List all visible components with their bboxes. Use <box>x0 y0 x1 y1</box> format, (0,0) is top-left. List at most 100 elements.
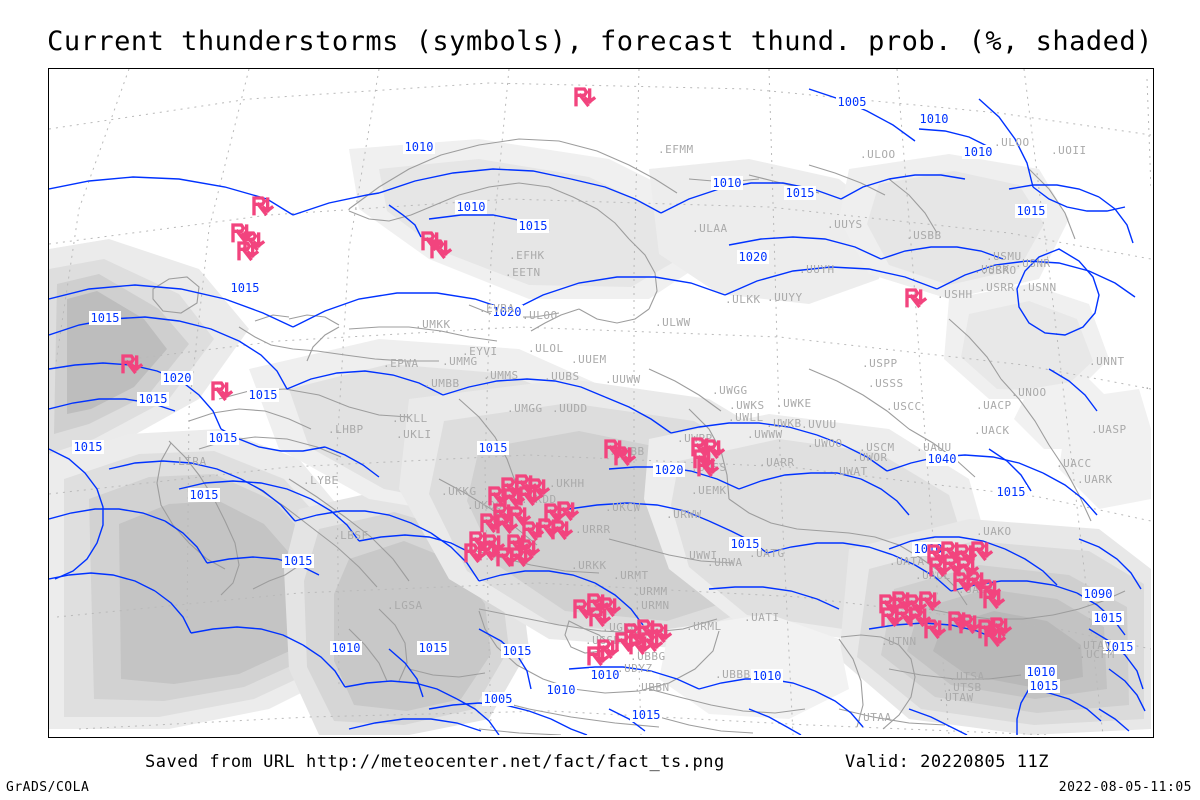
station-label: .UWKB <box>766 417 802 430</box>
isobar-label: 1015 <box>209 431 238 445</box>
station-label: .USHH <box>937 288 973 301</box>
station-label: .EETN <box>505 266 541 279</box>
station-label: .LGSA <box>387 599 423 612</box>
station-label: .URRR <box>575 523 611 536</box>
thunderstorm-symbol <box>510 547 533 568</box>
isobar-label-box <box>836 95 868 109</box>
isobar-label: 1015 <box>503 644 532 658</box>
thunderstorm-symbol <box>507 534 530 555</box>
isobar-label-box <box>995 485 1027 499</box>
isobar-label: 1015 <box>74 440 103 454</box>
station-label: .UWOR <box>852 451 888 464</box>
station-label: .UNBB <box>1144 379 1151 392</box>
isobar-label-box <box>517 219 549 233</box>
station-label: .UWGG <box>712 384 748 397</box>
thunderstorm-symbol <box>693 449 716 470</box>
station-label: .UNOO <box>1011 386 1047 399</box>
thunderstorm-symbol <box>955 544 978 565</box>
station-label: .UTNN <box>881 635 917 648</box>
isobar-label-box <box>653 463 685 477</box>
isobar-label: 1010 <box>457 200 486 214</box>
thunderstorm-symbol <box>551 520 574 541</box>
isobar-label-box <box>1025 665 1057 679</box>
isobar-label-box <box>137 392 169 406</box>
isobar-label: 1010 <box>920 112 949 126</box>
isobar-label-box <box>403 140 435 154</box>
station-label: .UWKE <box>776 397 812 410</box>
station-label: .EFHK <box>509 249 545 262</box>
station-label: .UWAT <box>832 465 868 478</box>
isobar-label: 1010 <box>1027 665 1056 679</box>
isobar-label-box <box>711 176 743 190</box>
isobar-label-box <box>188 488 220 502</box>
station-label: .URWA <box>707 556 743 569</box>
station-label: .UUYY <box>767 291 803 304</box>
isobar-label: 1015 <box>231 281 260 295</box>
isobar-label-box <box>477 441 509 455</box>
station-label: .ULAA <box>692 222 728 235</box>
isobar-label: 1005 <box>484 692 513 706</box>
station-label: .UAUU <box>916 441 952 454</box>
isobar-label: 1005 <box>838 95 867 109</box>
station-label: .USPP <box>862 357 898 370</box>
isobar-label-box <box>455 200 487 214</box>
thunderstorm-symbol <box>496 514 519 535</box>
station-label: .UACC <box>1056 457 1092 470</box>
isobar-label: 1015 <box>632 708 661 722</box>
page-title: Current thunderstorms (symbols), forecas… <box>47 26 1153 57</box>
station-label: .UUDD <box>552 402 588 415</box>
isobar-label: 1015 <box>91 311 120 325</box>
thunderstorm-symbol <box>959 614 982 635</box>
thunderstorm-symbol <box>697 457 720 478</box>
probability-shading <box>49 139 1151 735</box>
station-label: .USRO <box>981 264 1017 277</box>
station-label: .UMMS <box>483 369 519 382</box>
thunderstorm-symbol <box>641 632 664 653</box>
station-label: .LHBP <box>328 423 364 436</box>
isobar-label-box <box>1028 679 1060 693</box>
station-label: .URKK <box>571 559 607 572</box>
map-frame[interactable]: 1005 1010 1010 1010 1010 1015 1010 1015 1015 1020… <box>48 68 1154 738</box>
station-label: .USCM <box>859 441 895 454</box>
isobar-label: 1010 <box>713 176 742 190</box>
station-label: .UASP <box>1091 423 1127 436</box>
station-label: .UACK <box>974 424 1010 437</box>
station-label: .URMT <box>613 569 649 582</box>
thunderstorm-symbol <box>211 381 234 402</box>
isobar-label: 1040 <box>928 452 957 466</box>
thunderstorm-symbols <box>121 87 1013 667</box>
isobar-label: 1010 <box>591 668 620 682</box>
timestamp-label: 2022-08-05-11:05 <box>1058 780 1192 795</box>
station-label: .USRR <box>979 281 1015 294</box>
station-label: .UARR <box>759 456 795 469</box>
station-label: .UOII <box>1051 144 1087 157</box>
station-label: .UTSA <box>949 670 985 683</box>
isobar-label: 1010 <box>405 140 434 154</box>
isobar-label-box <box>737 250 769 264</box>
station-label: .LYBE <box>303 474 339 487</box>
station-label: .UACP <box>976 399 1012 412</box>
station-label: .UATI <box>744 611 780 624</box>
isobar-label-box <box>1103 640 1135 654</box>
station-label: .UWKS <box>729 399 765 412</box>
isobar-label: 1015 <box>479 441 508 455</box>
isobar-label-box <box>72 440 104 454</box>
isobar-label-box <box>207 431 239 445</box>
station-label: .UBBG <box>630 650 666 663</box>
thunderstorm-symbol <box>478 541 501 562</box>
thunderstorm-symbol <box>614 446 637 467</box>
thunderstorm-symbol <box>983 589 1006 610</box>
station-label: .UTSB <box>946 681 982 694</box>
isobar-label: 1015 <box>139 392 168 406</box>
station-label: .UKHH <box>549 477 585 490</box>
isobar-label-box <box>751 669 783 683</box>
station-label: .UATA <box>889 555 925 568</box>
thunderstorm-symbol <box>480 513 503 534</box>
isobar-label-box <box>282 554 314 568</box>
isobar-label-box <box>491 305 523 319</box>
thunderstorm-symbol <box>984 627 1007 648</box>
station-label: .UWWI <box>682 549 718 562</box>
isobar-label: 1015 <box>190 488 219 502</box>
